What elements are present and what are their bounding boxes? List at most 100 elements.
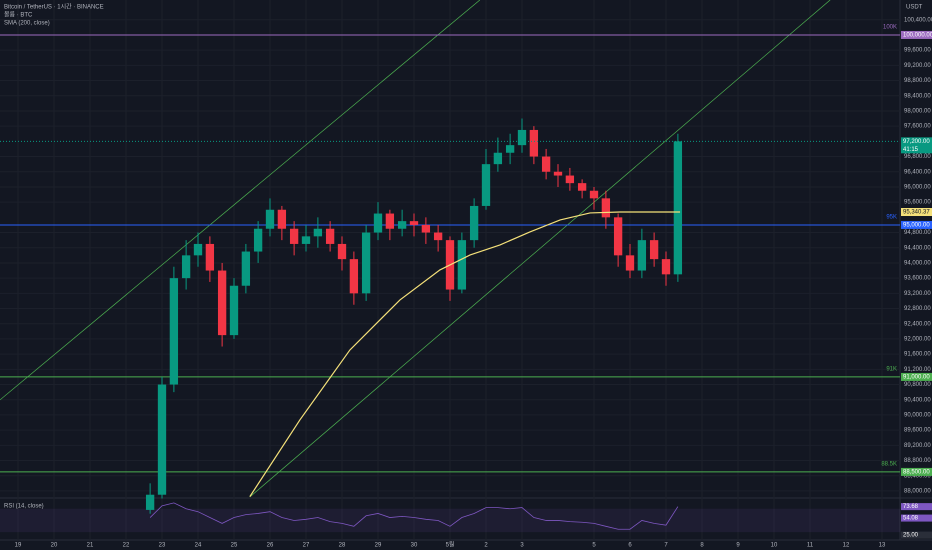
y-tick-label: 88,800.00 <box>904 458 931 464</box>
candle-body <box>409 221 419 225</box>
candle-body <box>301 236 311 244</box>
candle-body <box>145 494 155 510</box>
candle-body <box>157 384 167 495</box>
candle-body <box>265 209 275 229</box>
x-tick-label: 5월 <box>446 541 455 549</box>
candle-body <box>193 243 203 256</box>
x-tick-label: 20 <box>51 543 58 549</box>
price-tag <box>901 467 932 476</box>
price-tag <box>901 372 932 381</box>
y-tick-label: 96,800.00 <box>904 154 931 160</box>
y-tick-label: 92,800.00 <box>904 306 931 312</box>
rsi-tag-label: 73.68 <box>903 504 919 510</box>
y-tick-label: 88,000.00 <box>904 488 931 494</box>
candle-body <box>277 209 287 229</box>
rsi-legend: RSI (14, close) <box>4 504 44 510</box>
y-tick-label: 88,400.00 <box>904 473 931 479</box>
y-tick-label: 89,200.00 <box>904 443 931 449</box>
price-tag-label: 91,000.00 <box>903 375 930 381</box>
candle-body <box>625 255 635 271</box>
candle-body <box>505 145 515 153</box>
y-tick-label: 90,000.00 <box>904 413 931 419</box>
x-tick-label: 27 <box>303 543 310 549</box>
candle-body <box>421 224 431 233</box>
x-tick-label: 29 <box>375 543 382 549</box>
y-tick-label: 90,800.00 <box>904 382 931 388</box>
candle-body <box>565 175 575 184</box>
y-tick-label: 89,600.00 <box>904 428 931 434</box>
rsi-tag <box>901 531 932 539</box>
y-tick-label: 92,400.00 <box>904 321 931 327</box>
y-tick-label: 99,200.00 <box>904 63 931 69</box>
trend-line <box>0 0 481 401</box>
x-tick-label: 8 <box>700 543 704 549</box>
y-tick-label: 95,600.00 <box>904 200 931 206</box>
currency: USDT <box>906 5 923 11</box>
x-tick-label: 23 <box>159 543 166 549</box>
candle-body <box>541 156 551 172</box>
candle-body <box>253 228 263 252</box>
candle-body <box>205 243 215 271</box>
candle-body <box>649 240 659 260</box>
candle-body <box>433 232 443 241</box>
level-label: 100K <box>883 25 897 31</box>
candle-body <box>589 190 599 199</box>
candle-body <box>397 221 407 229</box>
candle-body <box>181 255 191 279</box>
candle-body <box>601 198 611 218</box>
candle-body <box>517 129 527 146</box>
x-tick-label: 9 <box>736 543 740 549</box>
candle-body <box>337 243 347 260</box>
price-tag-label: 88,500.00 <box>903 470 930 476</box>
y-tick-label: 92,000.00 <box>904 337 931 343</box>
rsi-tag <box>901 503 932 511</box>
x-tick-label: 25 <box>231 543 238 549</box>
x-tick-label: 11 <box>807 543 814 549</box>
price-tag-label: 100,000.00 <box>903 33 932 39</box>
rsi-tag-label: 25.00 <box>903 533 919 539</box>
trend-line <box>249 0 831 498</box>
candle-body <box>493 152 503 165</box>
y-tick-label: 90,400.00 <box>904 397 931 403</box>
x-tick-label: 2 <box>484 543 488 549</box>
x-tick-label: 6 <box>628 543 632 549</box>
x-tick-label: 21 <box>87 543 94 549</box>
rsi-tag <box>901 514 932 522</box>
x-tick-label: 30 <box>411 543 418 549</box>
y-tick-label: 94,000.00 <box>904 261 931 267</box>
y-tick-label: 98,000.00 <box>904 109 931 115</box>
candle-body <box>481 164 491 206</box>
symbol-title: Bitcoin / TetherUS · 1시간 · BINANCE <box>4 3 104 11</box>
y-tick-label: 96,000.00 <box>904 185 931 191</box>
candle-body <box>289 228 299 244</box>
sma-legend: SMA (200, close) <box>4 21 50 27</box>
y-tick-label: 100,400.00 <box>904 17 932 23</box>
sma-line <box>249 211 681 497</box>
candle-body <box>529 129 539 157</box>
sma-tag-label: 95,340.37 <box>903 210 930 216</box>
candle-body <box>457 240 467 290</box>
candle-body <box>313 228 323 237</box>
countdown: 41:15 <box>903 147 919 153</box>
sma-tag <box>901 208 932 217</box>
x-tick-label: 7 <box>664 543 668 549</box>
y-tick-label: 96,400.00 <box>904 169 931 175</box>
candle-body <box>169 278 179 385</box>
x-tick-label: 26 <box>267 543 274 549</box>
price-tag <box>901 30 932 39</box>
price-tag <box>901 220 932 229</box>
y-tick-label: 91,200.00 <box>904 367 931 373</box>
candle-body <box>361 232 371 294</box>
y-tick-label: 99,600.00 <box>904 48 931 54</box>
candle-body <box>613 217 623 256</box>
volume-legend: 볼륨 · BTC <box>4 12 33 19</box>
x-tick-label: 24 <box>195 543 202 549</box>
candle-body <box>469 205 479 241</box>
y-tick-label: 91,600.00 <box>904 352 931 358</box>
candle-body <box>241 251 251 286</box>
candle-body <box>673 141 683 275</box>
candle-body <box>229 285 239 336</box>
y-tick-label: 93,600.00 <box>904 276 931 282</box>
rsi-line <box>149 502 679 530</box>
